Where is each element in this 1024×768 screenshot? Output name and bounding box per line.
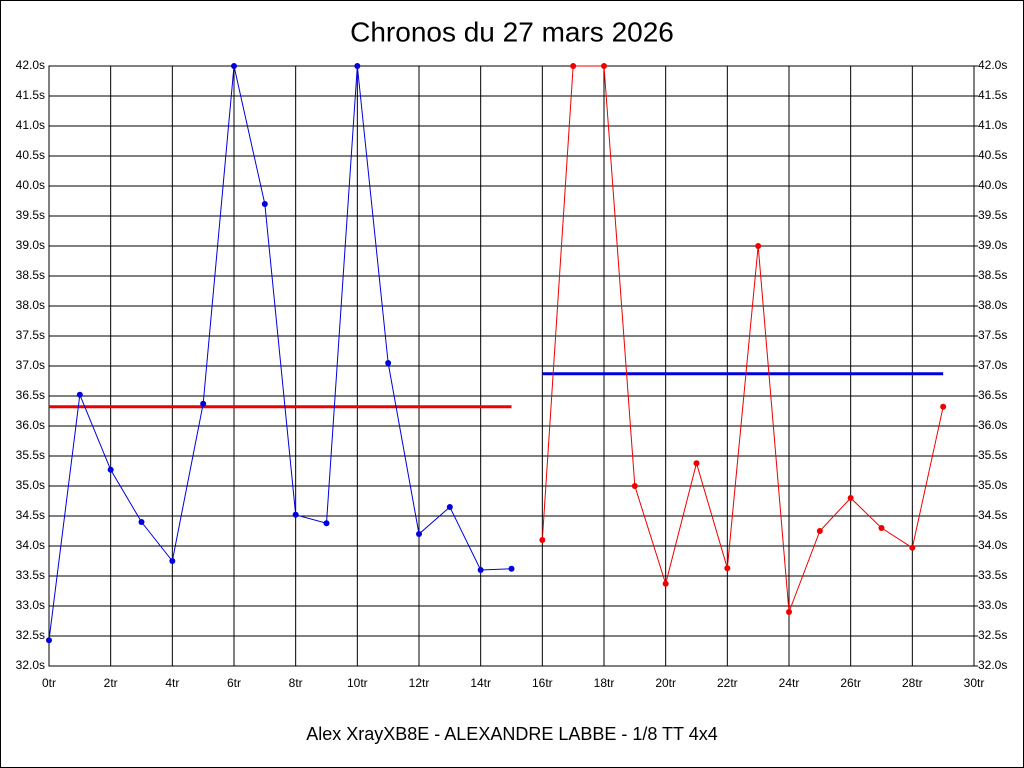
y-tick-label: 38.0s xyxy=(16,298,45,312)
data-point xyxy=(200,400,207,407)
data-point xyxy=(693,460,700,467)
y-tick-label: 32.0s xyxy=(16,658,45,672)
y2-tick-label: 42.0s xyxy=(978,58,1007,72)
data-point xyxy=(847,495,854,501)
data-point xyxy=(107,466,114,473)
x-tick-label: 14tr xyxy=(470,676,491,690)
y2-tick-label: 35.0s xyxy=(978,478,1007,492)
y2-tick-label: 37.5s xyxy=(978,328,1007,342)
x-tick-label: 6tr xyxy=(227,676,241,690)
y-tick-label: 42.0s xyxy=(16,58,45,72)
data-point xyxy=(46,637,52,644)
y-tick-label: 39.0s xyxy=(16,238,45,252)
data-point xyxy=(323,520,330,527)
y-tick-label: 34.0s xyxy=(16,538,45,552)
data-point xyxy=(138,519,145,525)
x-tick-label: 8tr xyxy=(289,676,303,690)
x-tick-label: 2tr xyxy=(104,676,118,690)
y2-tick-label: 33.5s xyxy=(978,568,1007,582)
y-tick-label: 36.0s xyxy=(16,418,45,432)
y2-tick-label: 34.5s xyxy=(978,508,1007,522)
y-tick-label: 34.5s xyxy=(16,508,45,522)
y-tick-label: 39.5s xyxy=(16,208,45,222)
data-point xyxy=(786,609,792,615)
data-point xyxy=(76,391,83,398)
y2-tick-label: 38.5s xyxy=(978,268,1007,282)
x-tick-label: 28tr xyxy=(902,676,923,690)
y-tick-label: 35.0s xyxy=(16,478,45,492)
y2-tick-label: 40.0s xyxy=(978,178,1007,192)
x-tick-label: 0tr xyxy=(42,676,56,690)
data-point xyxy=(446,504,453,510)
y-tick-label: 33.5s xyxy=(16,568,45,582)
y2-tick-label: 38.0s xyxy=(978,298,1007,312)
data-point xyxy=(940,403,947,410)
y-tick-label: 41.0s xyxy=(16,118,45,132)
y2-tick-label: 33.0s xyxy=(978,598,1007,612)
data-point xyxy=(292,511,299,518)
data-point xyxy=(477,567,484,573)
y2-tick-label: 41.5s xyxy=(978,88,1007,102)
y-tick-label: 41.5s xyxy=(16,88,45,102)
y-tick-label: 36.5s xyxy=(16,388,45,402)
y2-tick-label: 35.5s xyxy=(978,448,1007,462)
y-tick-label: 33.0s xyxy=(16,598,45,612)
y2-tick-label: 39.5s xyxy=(978,208,1007,222)
y2-tick-label: 32.0s xyxy=(978,658,1007,672)
x-tick-label: 12tr xyxy=(409,676,430,690)
data-point xyxy=(662,580,669,587)
y-tick-label: 40.0s xyxy=(16,178,45,192)
x-tick-label: 16tr xyxy=(532,676,553,690)
x-tick-label: 26tr xyxy=(840,676,861,690)
chart-footer: Alex XrayXB8E - ALEXANDRE LABBE - 1/8 TT… xyxy=(306,724,718,744)
data-point xyxy=(169,558,176,564)
x-tick-label: 24tr xyxy=(779,676,800,690)
data-point xyxy=(816,528,823,534)
y-tick-label: 37.5s xyxy=(16,328,45,342)
y-tick-label: 38.5s xyxy=(16,268,45,282)
x-tick-label: 20tr xyxy=(655,676,676,690)
data-point xyxy=(385,360,392,366)
y-tick-label: 35.5s xyxy=(16,448,45,462)
x-tick-label: 18tr xyxy=(594,676,615,690)
x-tick-label: 30tr xyxy=(964,676,985,690)
y-tick-label: 40.5s xyxy=(16,148,45,162)
y2-tick-label: 37.0s xyxy=(978,358,1007,372)
y2-tick-label: 40.5s xyxy=(978,148,1007,162)
y-tick-label: 32.5s xyxy=(16,628,45,642)
x-tick-label: 22tr xyxy=(717,676,738,690)
data-point xyxy=(601,63,607,69)
data-point xyxy=(878,525,885,531)
data-point xyxy=(755,243,762,249)
data-point xyxy=(508,565,515,572)
series-line xyxy=(48,65,512,641)
data-point xyxy=(261,201,268,207)
data-point xyxy=(724,565,731,572)
x-tick-label: 10tr xyxy=(347,676,368,690)
data-point xyxy=(539,537,546,543)
y2-tick-label: 41.0s xyxy=(978,118,1007,132)
x-tick-label: 4tr xyxy=(165,676,179,690)
data-point xyxy=(231,63,237,69)
data-point xyxy=(631,483,638,489)
data-point xyxy=(416,531,422,537)
y2-tick-label: 36.0s xyxy=(978,418,1007,432)
series-line xyxy=(541,65,944,613)
y2-tick-label: 39.0s xyxy=(978,238,1007,252)
y2-tick-label: 36.5s xyxy=(978,388,1007,402)
y-tick-label: 37.0s xyxy=(16,358,45,372)
y2-tick-label: 34.0s xyxy=(978,538,1007,552)
data-point xyxy=(354,63,361,69)
y2-tick-label: 32.5s xyxy=(978,628,1007,642)
chart-title: Chronos du 27 mars 2026 xyxy=(350,16,674,47)
data-point xyxy=(909,544,916,551)
data-point xyxy=(570,63,577,69)
